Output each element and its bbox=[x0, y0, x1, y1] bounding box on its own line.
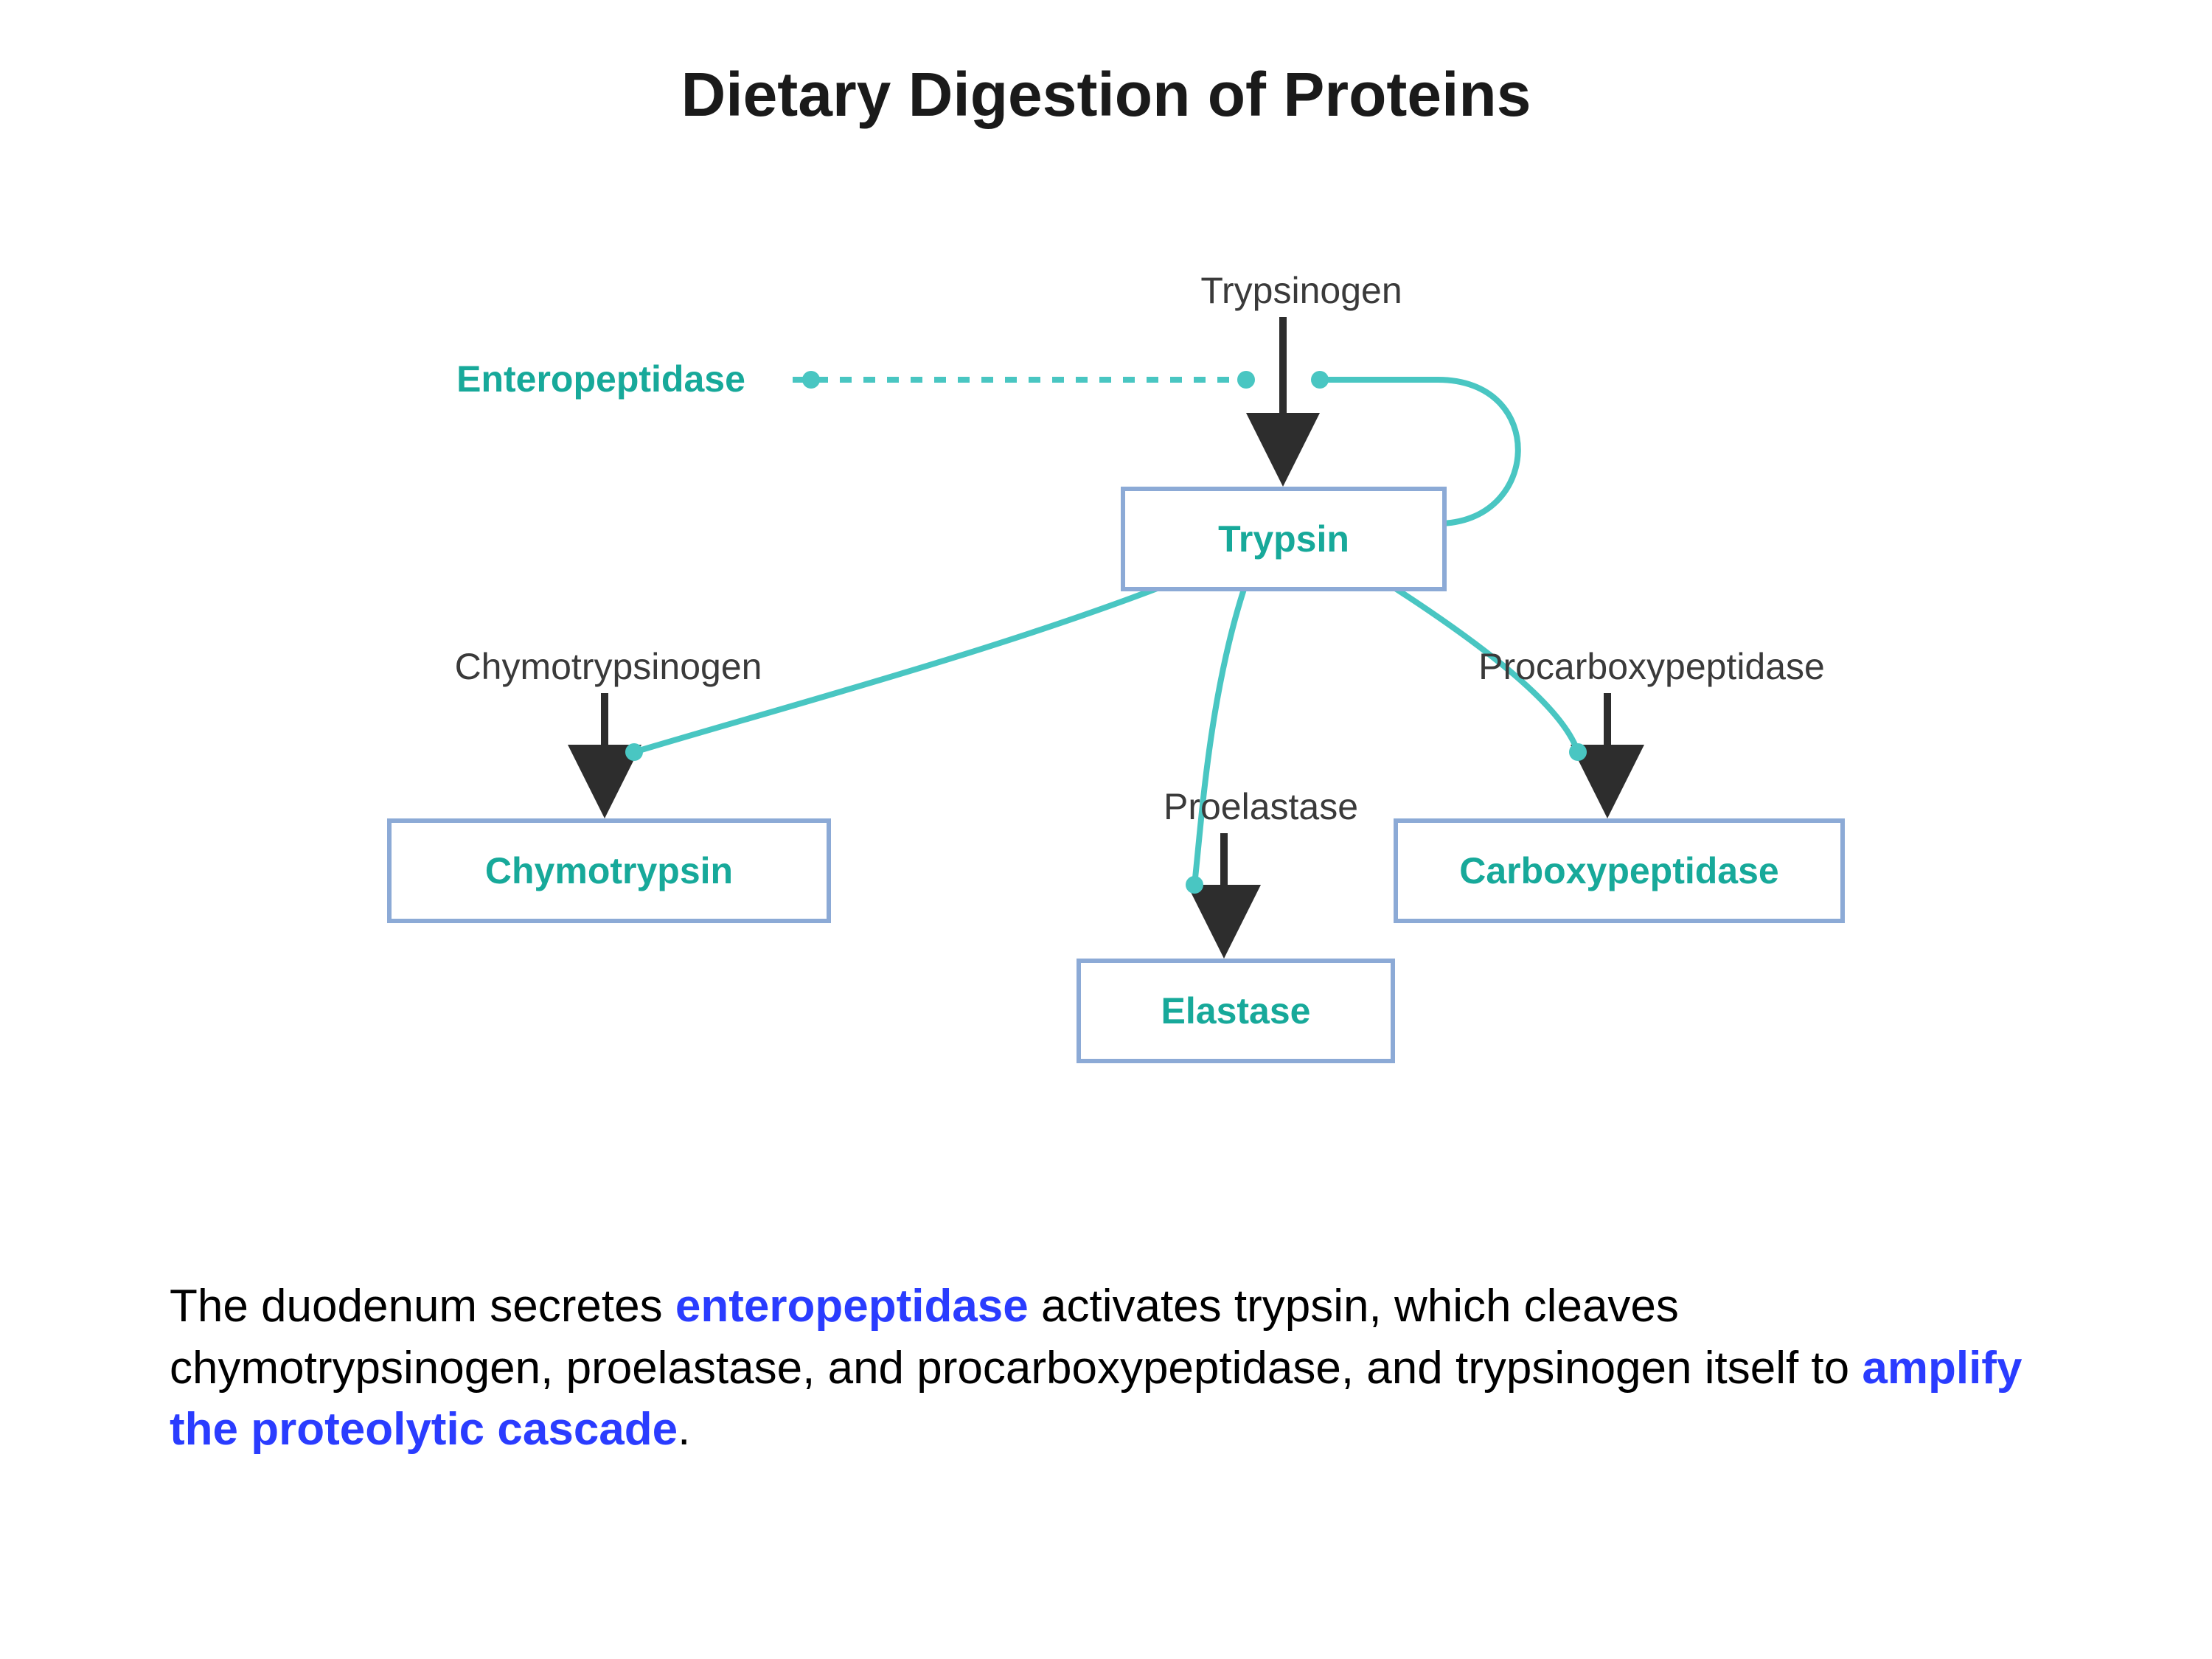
caption-segment: . bbox=[678, 1404, 690, 1455]
enzyme-box-elastase: Elastase bbox=[1077, 959, 1395, 1063]
protein-digestion-diagram: Trypsinogen Enteropeptidase Trypsin Chymotr… bbox=[339, 236, 1865, 1202]
slide: Dietary Digestion of Proteins Trypsinoge… bbox=[0, 0, 2212, 1659]
caption-segment: The duodenum secretes bbox=[170, 1281, 675, 1332]
enzyme-box-carboxy: Carboxypeptidase bbox=[1394, 818, 1845, 923]
enzyme-box-chymotrypsin: Chymotrypsin bbox=[387, 818, 831, 923]
zymogen-label-trypsinogen: Trypsinogen bbox=[1099, 269, 1504, 313]
page-title: Dietary Digestion of Proteins bbox=[0, 59, 2212, 131]
zymogen-label-proelastase: Proelastase bbox=[1077, 785, 1445, 830]
slide-caption: The duodenum secretes enteropeptidase ac… bbox=[170, 1276, 2042, 1461]
zymogen-label-enteropeptidase: Enteropeptidase bbox=[409, 358, 793, 402]
zymogen-label-procarboxy: Procarboxypeptidase bbox=[1445, 645, 1858, 689]
zymogen-label-chymoTrypsinogen: Chymotrypsinogen bbox=[358, 645, 859, 689]
caption-segment: enteropeptidase bbox=[675, 1281, 1029, 1332]
enzyme-box-trypsin: Trypsin bbox=[1121, 487, 1447, 591]
